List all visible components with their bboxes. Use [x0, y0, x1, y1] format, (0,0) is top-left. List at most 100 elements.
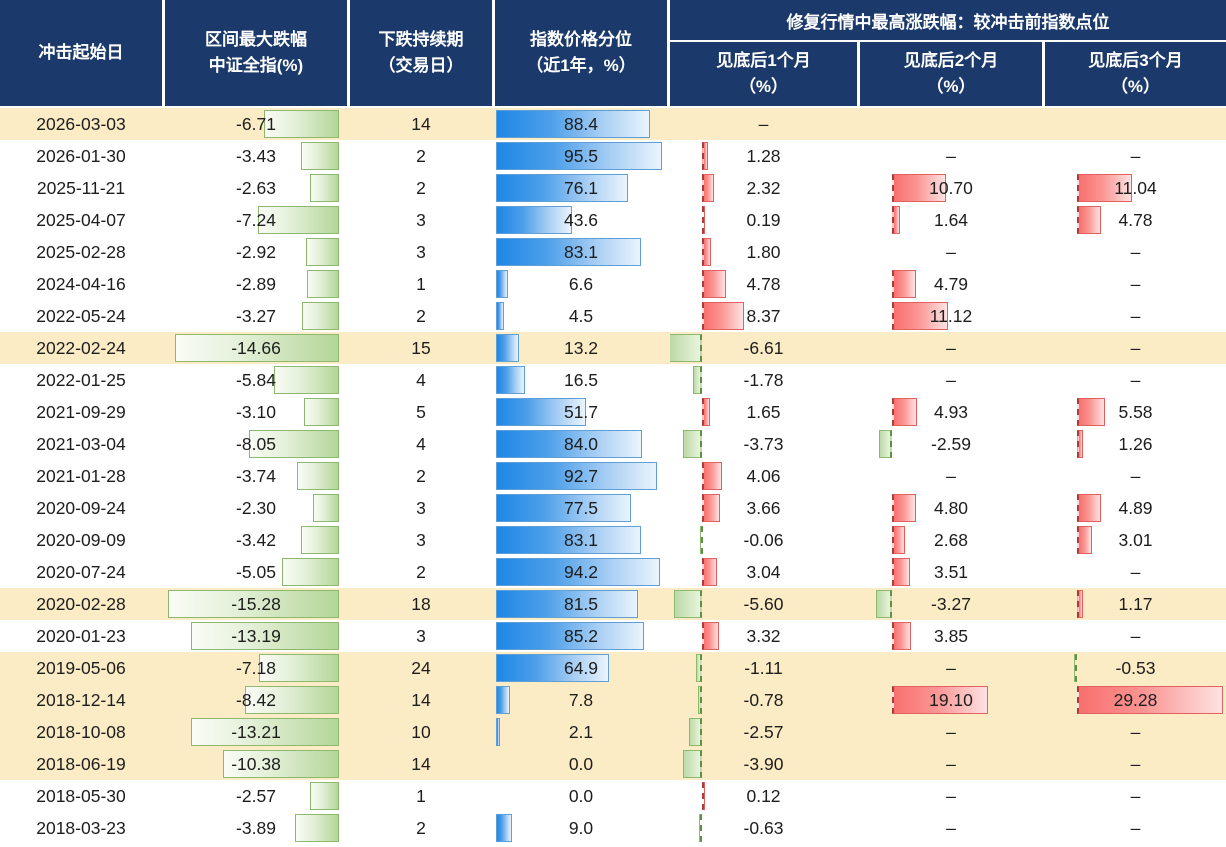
header-recovery-title: 修复行情中最高涨跌幅：较冲击前指数点位: [670, 0, 1226, 40]
duration-value: 3: [416, 529, 426, 550]
drawdown-bar: [191, 718, 339, 746]
percentile-cell: 81.5: [495, 588, 667, 620]
drawdown-value: -3.89: [236, 817, 276, 838]
drawdown-value: -3.42: [236, 529, 276, 550]
m3-cell: –: [1045, 300, 1226, 332]
m2-cell: –: [860, 780, 1042, 812]
drawdown-cell: -3.10: [165, 396, 347, 428]
date-cell: 2025-04-07: [0, 204, 162, 236]
m1-cell: -5.60: [670, 588, 857, 620]
duration-value: 1: [416, 785, 426, 806]
duration-value: 14: [411, 113, 431, 134]
header-month2: 见底后2个月 （%）: [860, 42, 1042, 106]
duration-cell: 2: [350, 460, 492, 492]
percentile-value: 64.9: [563, 657, 599, 678]
m3-cell: 1.26: [1045, 428, 1226, 460]
duration-cell: 3: [350, 204, 492, 236]
m3-cell: –: [1045, 812, 1226, 844]
gain-bar: [702, 622, 719, 650]
drawdown-value: -13.19: [231, 625, 281, 646]
date-cell: 2018-03-23: [0, 812, 162, 844]
percentile-value: 76.1: [563, 177, 599, 198]
percentile-value: 92.7: [563, 465, 599, 486]
date-value: 2021-09-29: [36, 401, 126, 422]
date-cell: 2022-05-24: [0, 300, 162, 332]
table-row: 2022-05-24 -3.27 2 4.5 8.37 11.12 –: [0, 300, 1226, 332]
m3-value: –: [1130, 625, 1141, 646]
drawdown-cell: -7.24: [165, 204, 347, 236]
m1-value: -6.61: [743, 337, 784, 358]
duration-cell: 5: [350, 396, 492, 428]
m1-value: 2.32: [746, 177, 781, 198]
gain-bar: [1077, 206, 1101, 234]
percentile-value: 88.4: [563, 113, 599, 134]
m1-value: -0.63: [743, 817, 784, 838]
duration-value: 4: [416, 369, 426, 390]
date-value: 2025-04-07: [36, 209, 126, 230]
m2-cell: –: [860, 748, 1042, 780]
drawdown-cell: -3.42: [165, 524, 347, 556]
m2-cell: –: [860, 332, 1042, 364]
percentile-bar: [496, 270, 508, 298]
gain-bar: [892, 270, 916, 298]
m1-cell: -3.73: [670, 428, 857, 460]
table-row: 2020-09-09 -3.42 3 83.1 -0.06 2.68 3.01: [0, 524, 1226, 556]
percentile-bar: [496, 494, 631, 522]
m3-cell: –: [1045, 716, 1226, 748]
table-row: 2022-02-24 -14.66 15 13.2 -6.61 – –: [0, 332, 1226, 364]
m1-cell: 0.12: [670, 780, 857, 812]
percentile-bar: [496, 814, 512, 842]
duration-value: 2: [416, 177, 426, 198]
header-start-date-label: 冲击起始日: [38, 42, 124, 62]
m2-value: 3.51: [933, 561, 969, 582]
header-max-drawdown: 区间最大跌幅 中证全指(%): [165, 0, 347, 106]
gain-bar: [892, 622, 912, 650]
percentile-bar: [496, 206, 572, 234]
m1-cell: -2.57: [670, 716, 857, 748]
duration-cell: 3: [350, 620, 492, 652]
drawdown-cell: -5.05: [165, 556, 347, 588]
duration-cell: 2: [350, 556, 492, 588]
m3-cell: –: [1045, 556, 1226, 588]
percentile-value: 2.1: [568, 721, 594, 742]
percentile-cell: 64.9: [495, 652, 667, 684]
duration-value: 4: [416, 433, 426, 454]
m2-cell: –: [860, 652, 1042, 684]
m1-value: 0.19: [746, 209, 781, 230]
percentile-value: 9.0: [568, 817, 594, 838]
m2-value: 3.85: [933, 625, 969, 646]
m1-value: -1.78: [743, 369, 784, 390]
header-month3-line2: （%）: [1110, 77, 1161, 96]
date-cell: 2022-01-25: [0, 364, 162, 396]
table-row: 2018-12-14 -8.42 14 7.8 -0.78 19.10 29.28: [0, 684, 1226, 716]
percentile-cell: 0.0: [495, 780, 667, 812]
m3-cell: –: [1045, 460, 1226, 492]
m2-value: –: [946, 817, 956, 838]
duration-value: 5: [416, 401, 426, 422]
percentile-value: 83.1: [563, 241, 599, 262]
m3-cell: –: [1045, 780, 1226, 812]
date-cell: 2021-03-04: [0, 428, 162, 460]
percentile-bar: [496, 174, 629, 202]
drawdown-bar: [257, 206, 339, 234]
drawdown-value: -13.21: [231, 721, 281, 742]
duration-value: 24: [411, 657, 431, 678]
gain-bar: [702, 398, 711, 426]
m3-cell: –: [1045, 140, 1226, 172]
table-row: 2021-01-28 -3.74 2 92.7 4.06 – –: [0, 460, 1226, 492]
duration-cell: 1: [350, 780, 492, 812]
percentile-bar: [496, 590, 638, 618]
percentile-value: 81.5: [563, 593, 599, 614]
m2-value: 1.64: [933, 209, 969, 230]
date-value: 2018-06-19: [36, 753, 126, 774]
m2-cell: 19.10: [860, 684, 1042, 716]
drawdown-value: -7.18: [236, 657, 276, 678]
gain-bar: [1077, 494, 1102, 522]
m3-value: –: [1130, 561, 1141, 582]
m1-cell: 3.32: [670, 620, 857, 652]
m1-value: -0.78: [743, 689, 784, 710]
m2-cell: –: [860, 812, 1042, 844]
drawdown-bar: [302, 302, 339, 330]
m1-cell: -0.06: [670, 524, 857, 556]
loss-bar: [689, 718, 702, 746]
